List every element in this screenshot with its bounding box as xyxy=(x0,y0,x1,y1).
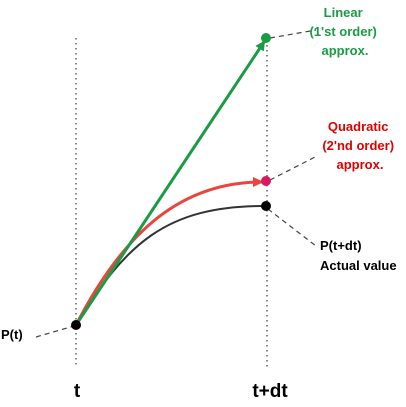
actual-label-line-1: P(t+dt) xyxy=(320,238,362,253)
linear-approx-arrow xyxy=(74,40,266,326)
start-point-label: P(t) xyxy=(1,327,23,342)
quadratic-label-line-3: approx. xyxy=(337,157,384,172)
linear-label-line-2: (1'st order) xyxy=(309,24,376,39)
actual-point xyxy=(261,201,271,211)
linear-label-line-1: Linear xyxy=(324,5,363,20)
actual-curve xyxy=(75,204,268,326)
quadratic-label-line-1: Quadratic xyxy=(328,119,389,134)
t-axis-label: t xyxy=(74,381,81,402)
quadratic-leader-line xyxy=(269,155,318,181)
start-point xyxy=(71,320,81,330)
quadratic-label-line-2: (2'nd order) xyxy=(322,138,394,153)
quadratic-point xyxy=(261,176,271,186)
linear-leader-line xyxy=(269,29,317,39)
quadratic-approx-curve xyxy=(74,177,264,326)
actual-label: P(t+dt) Actual value xyxy=(320,238,397,273)
t-dt-axis-label: t+dt xyxy=(252,381,288,402)
quadratic-label: Quadratic (2'nd order) approx. xyxy=(322,119,397,172)
start-leader-line xyxy=(35,325,75,338)
actual-label-line-2: Actual value xyxy=(320,258,397,273)
actual-leader-line xyxy=(267,208,317,247)
linear-point xyxy=(261,33,271,43)
linear-label-line-3: approx. xyxy=(322,43,369,58)
linear-label: Linear (1'st order) approx. xyxy=(309,5,380,58)
